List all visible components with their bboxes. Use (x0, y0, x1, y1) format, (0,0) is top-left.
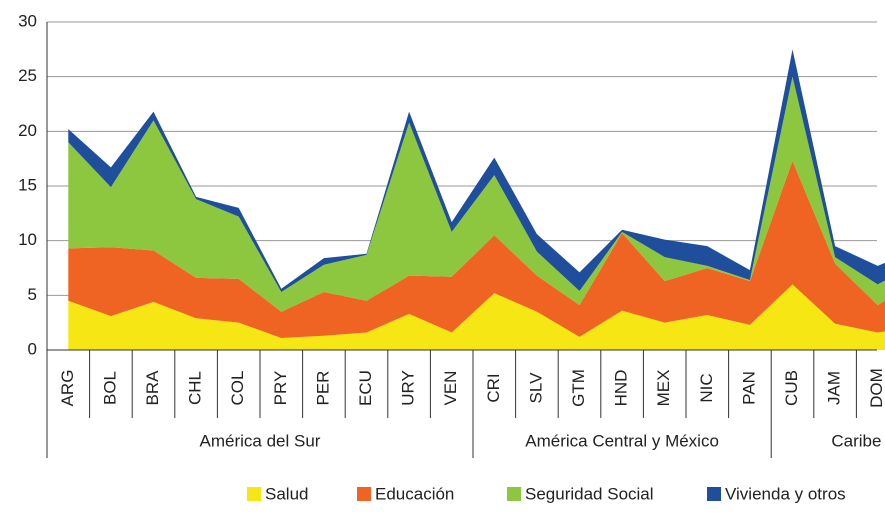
legend-swatch (507, 487, 521, 501)
x-tick-label: ARG (58, 370, 77, 407)
x-tick-label: SLV (526, 372, 545, 404)
legend-label: Seguridad Social (525, 484, 654, 503)
x-tick-label: PAN (739, 371, 758, 405)
y-tick-label: 30 (18, 11, 37, 30)
x-tick-label: CRI (484, 373, 503, 402)
y-tick-label: 25 (18, 66, 37, 85)
x-tick-label: PRY (271, 371, 290, 406)
x-tick-label: URY (399, 370, 418, 406)
x-tick-label: PER (313, 371, 332, 406)
legend-label: Salud (265, 484, 308, 503)
x-tick-label: ECU (356, 370, 375, 406)
x-tick-label: HND (612, 370, 631, 407)
group-label: Caribe (831, 431, 881, 450)
legend-label: Educación (375, 484, 454, 503)
area (68, 160, 885, 338)
x-tick-label: DOM (867, 368, 885, 408)
legend-swatch (707, 487, 721, 501)
y-tick-label: 10 (18, 230, 37, 249)
y-tick-label: 0 (28, 339, 37, 358)
legend-swatch (357, 487, 371, 501)
x-tick-label: BRA (143, 370, 162, 406)
group-label: América del Sur (200, 431, 321, 450)
x-tick-label: CHL (186, 371, 205, 405)
x-tick-label: BOL (100, 371, 119, 405)
x-tick-label: VEN (441, 371, 460, 406)
y-tick-label: 15 (18, 175, 37, 194)
x-tick-label: GTM (569, 369, 588, 407)
y-tick-label: 20 (18, 121, 37, 140)
x-tick-label: CUB (782, 370, 801, 406)
legend-label: Vivienda y otros (725, 484, 846, 503)
legend-swatch (247, 487, 261, 501)
y-tick-label: 5 (28, 285, 37, 304)
x-tick-label: MEX (654, 370, 673, 407)
group-label: América Central y México (525, 431, 719, 450)
x-tick-label: NIC (697, 373, 716, 402)
x-tick-label: JAM (825, 371, 844, 405)
area (68, 284, 885, 350)
x-tick-label: COL (228, 371, 247, 406)
